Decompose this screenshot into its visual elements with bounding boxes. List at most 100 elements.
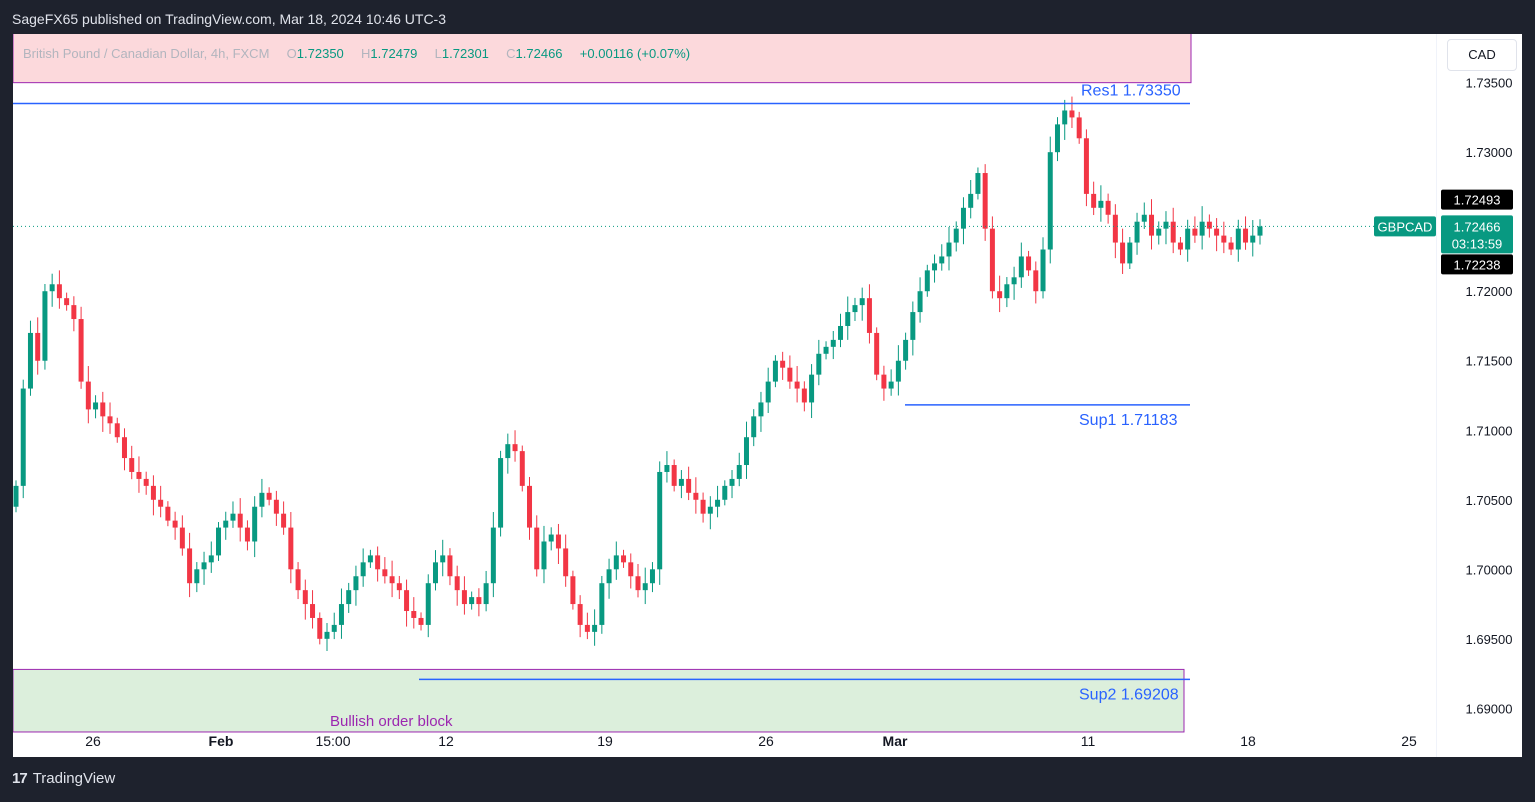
candle <box>230 501 236 528</box>
candle <box>27 320 33 396</box>
candle <box>288 512 294 584</box>
candle-body <box>1206 221 1212 229</box>
price-chart[interactable]: Bullish order block Res1 1.73350 Sup1 1.7… <box>13 34 1436 757</box>
candle-body <box>592 624 598 632</box>
candle <box>548 527 554 551</box>
candle-body <box>628 562 634 577</box>
candle-body <box>20 388 26 486</box>
candle <box>1257 219 1263 245</box>
candle-body <box>237 513 243 528</box>
candle <box>852 297 858 321</box>
current-price-text: 1.72466 <box>1454 219 1501 234</box>
candle <box>982 164 988 241</box>
price-scale[interactable]: CAD 1.73500 1.73000 1.72000 1.71500 1.71000 1… <box>1436 34 1522 757</box>
candle-body <box>678 478 684 486</box>
publish-text: SageFX65 published on TradingView.com, M… <box>12 11 446 27</box>
candle-body <box>100 402 106 417</box>
candle <box>960 197 966 245</box>
candle-body <box>715 499 721 507</box>
candle-body <box>469 597 475 605</box>
order-block-label: Bullish order block <box>330 713 453 730</box>
candle-body <box>606 569 612 584</box>
candle-body <box>64 298 70 306</box>
candle-body <box>765 381 771 403</box>
candle-body <box>158 499 164 507</box>
candle <box>194 562 200 593</box>
candle-body <box>997 291 1003 299</box>
candle-body <box>924 270 930 292</box>
candle <box>1177 236 1183 256</box>
candle-body <box>772 360 778 382</box>
candle <box>758 391 764 432</box>
candle <box>707 496 713 530</box>
candle <box>599 575 605 634</box>
symbol-price-tag: GBPCAD <box>1374 216 1436 237</box>
candle <box>35 317 41 375</box>
candle-body <box>382 569 388 577</box>
candle <box>584 612 590 640</box>
candle <box>252 496 258 558</box>
level-label: Sup2 1.69208 <box>1079 686 1179 703</box>
candle-body <box>129 458 135 472</box>
candle-body <box>1040 249 1046 292</box>
candle <box>606 558 612 599</box>
candle-body <box>389 576 395 584</box>
candle <box>845 296 851 340</box>
candle-body <box>657 471 663 570</box>
candle-body <box>722 485 728 500</box>
publish-header: SageFX65 published on TradingView.com, M… <box>0 0 1535 34</box>
candle <box>664 451 670 483</box>
candle <box>78 306 84 389</box>
candle <box>505 433 511 474</box>
high-marker-text: 1.72493 <box>1454 193 1501 208</box>
candle <box>56 270 62 309</box>
candle-body <box>49 284 55 292</box>
symbol-description: British Pound / Canadian Dollar, 4h, FXC… <box>23 46 270 61</box>
candle <box>512 430 518 462</box>
low-label: L <box>434 46 442 61</box>
candle <box>273 490 279 526</box>
candle-body <box>1134 221 1140 243</box>
currency-button[interactable]: CAD <box>1447 39 1517 71</box>
candle <box>621 549 627 568</box>
candle-body <box>845 312 851 326</box>
candle-body <box>830 339 836 347</box>
candle <box>331 612 337 640</box>
candle <box>1091 181 1097 216</box>
x-tick-label: 19 <box>597 733 613 749</box>
candle <box>794 366 800 403</box>
candle-body <box>1156 228 1162 236</box>
candle-body <box>1221 235 1227 243</box>
y-tick-label: 1.71000 <box>1466 423 1513 438</box>
footer-branding[interactable]: 17 TradingView <box>12 770 115 787</box>
y-tick-label: 1.72000 <box>1466 284 1513 299</box>
candle <box>425 574 431 638</box>
candle <box>1235 219 1241 262</box>
candle <box>1163 211 1169 245</box>
candle <box>722 480 728 506</box>
candle <box>1185 219 1191 262</box>
high-label: H <box>361 46 371 61</box>
candle <box>432 550 438 591</box>
candle <box>678 470 684 499</box>
candle <box>1112 204 1118 259</box>
candle-body <box>107 416 113 424</box>
candle-body <box>143 478 149 486</box>
candle <box>1149 199 1155 250</box>
candle <box>932 254 938 283</box>
candle-body <box>1004 284 1010 299</box>
candle <box>302 579 308 620</box>
candle-body <box>1257 226 1263 236</box>
chart-pane[interactable]: Bullish order block Res1 1.73350 Sup1 1.7… <box>13 34 1436 757</box>
candle <box>187 532 193 598</box>
candle <box>1004 277 1010 308</box>
y-tick-label: 1.70500 <box>1466 493 1513 508</box>
candle-body <box>85 381 91 410</box>
candle-body <box>838 325 844 340</box>
candle-body <box>295 569 301 591</box>
candle-body <box>787 367 793 382</box>
candle-body <box>461 590 467 605</box>
candle-body <box>404 590 410 612</box>
candle <box>809 364 815 419</box>
x-tick-label: 26 <box>85 733 101 749</box>
